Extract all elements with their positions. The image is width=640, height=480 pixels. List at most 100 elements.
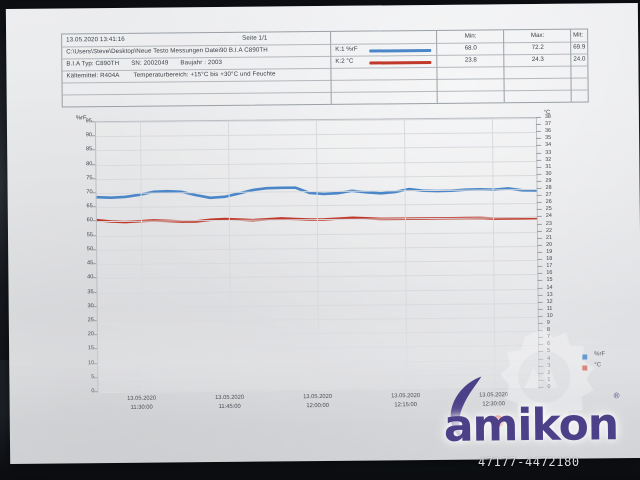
x-tick-date: 13.05.2020 [127, 395, 157, 402]
y-right-tick-label: 4 [547, 355, 551, 362]
y-right-tick-label: 7 [546, 334, 551, 341]
series-lines [96, 118, 539, 392]
file-path-text: C:\Users\Steve\Desktop\Neue Testo Messun… [66, 46, 268, 56]
x-axis-tick-label: 13.05.2020 11:30:00 [127, 395, 156, 412]
x-axis-timestamps: 13.05.2020 11:30:00 13.05.2020 11:45:00 13.0… [98, 391, 538, 425]
chart-legend: %rF °C [582, 351, 640, 374]
y-right-tick [537, 308, 543, 310]
y-right-tick [537, 315, 543, 317]
device-serial: SN: 2002049 [131, 59, 169, 67]
printed-report-sheet: 13.05.2020 13:41:16 Seite 1/1 C:\Users\S… [5, 2, 640, 465]
y-right-tick [536, 230, 542, 232]
x-tick-time: 12:15:00 [394, 401, 417, 408]
y-right-tick [538, 344, 544, 346]
y-right-tick-label: 30 [545, 170, 552, 177]
header-info-block: 13.05.2020 13:41:16 Seite 1/1 C:\Users\S… [62, 31, 332, 107]
registered-trademark-symbol: ® [613, 391, 620, 401]
min-column-header: Min: [464, 32, 477, 40]
y-right-tick-label: 24 [545, 213, 552, 220]
y-right-tick-label: 14 [546, 284, 553, 291]
legend-item: %rF [582, 351, 640, 363]
legend-label: °C [594, 362, 602, 369]
y-right-tick-label: 15 [546, 277, 553, 284]
x-tick-time: 12:00:00 [306, 402, 329, 409]
y-right-tick-label: 10 [546, 312, 553, 319]
device-info-line: B.I.A Typ: C890TH SN: 2002049 Baujahr : 20… [66, 59, 222, 67]
y-right-tick [536, 145, 542, 147]
legend-label: %rF [594, 351, 606, 358]
stats-column-min: Min: 68.0 23.8 [436, 30, 505, 103]
mit-row-5 [572, 89, 589, 101]
series-2-line-swatch [369, 60, 432, 65]
y-right-tick [536, 180, 542, 182]
y-right-tick-label: 8 [546, 326, 550, 334]
y-right-tick [538, 372, 544, 374]
y-right-tick [538, 379, 544, 381]
x-tick-date: 13.05.2020 [479, 392, 509, 399]
series-line-c [97, 216, 537, 222]
y-right-tick-label: 6 [547, 341, 551, 348]
header-series-names: K:1 %rF K:2 °C [331, 30, 437, 104]
x-axis-tick-label: 13.05.2020 12:00:00 [303, 393, 332, 410]
y-right-tick-label: 31 [545, 163, 552, 170]
y-right-tick-label: 25 [545, 206, 552, 213]
y-right-tick [538, 351, 544, 353]
y-right-tick-label: 3 [547, 362, 551, 369]
y-right-tick [537, 237, 543, 239]
y-right-tick-label: 37 [544, 120, 551, 127]
series-1-name: K:1 %rF [335, 45, 358, 53]
y-right-tick [537, 258, 543, 261]
series-2-min: 23.8 [464, 56, 477, 64]
y-right-tick-label: 5 [547, 348, 551, 355]
y-right-tick [537, 251, 543, 253]
series-2-name: K:2 °C [335, 57, 354, 65]
y-right-tick-label: 28 [545, 184, 552, 191]
device-year: Baujahr : 2003 [180, 58, 223, 67]
page-indicator: Seite 1/1 [242, 34, 268, 42]
y-right-tick [536, 195, 542, 197]
x-axis-tick-label: 13.05.2020 12:15:00 [391, 392, 420, 409]
series-1-max: 72.2 [531, 43, 544, 51]
x-tick-time: 11:45:00 [218, 403, 241, 410]
y-right-tick-label: 13 [546, 291, 553, 298]
y-right-tick-label: 2 [547, 369, 551, 376]
min-row-5 [438, 90, 505, 103]
y-right-tick-label: 16 [546, 270, 553, 277]
refrigerant-value: Kältemittel: R404A [66, 71, 120, 80]
y-right-tick-label: 36 [544, 128, 552, 135]
y-right-tick [537, 287, 543, 289]
y-right-tick-label: 20 [546, 241, 553, 248]
series-2-max: 24.3 [531, 55, 544, 63]
series-line-rf [97, 185, 537, 199]
y-right-tick [536, 138, 542, 140]
y-right-tick [536, 202, 542, 204]
report-datetime: 13.05.2020 13:41:16 [66, 35, 125, 44]
y-right-tick-label: 29 [545, 177, 552, 184]
y-right-tick-label: 11 [546, 305, 553, 312]
y-axis-right-temperature: °C 38 37 36 35 34 33 32 31 30 29 28 27 26 25 24 23 22 21 2… [535, 109, 579, 395]
y-right-tick [537, 294, 543, 296]
x-tick-date: 13.05.2020 [391, 393, 421, 400]
y-right-tick-label: 9 [546, 319, 550, 326]
y-right-tick [535, 116, 541, 118]
y-right-tick-label: 18 [546, 255, 553, 262]
y-right-tick [536, 166, 542, 168]
x-tick-time: 11:30:00 [130, 404, 153, 411]
y-right-tick-label: 38 [544, 113, 551, 120]
stats-column-mean: Mit: 69.9 24.0 [570, 29, 589, 102]
y-right-tick [537, 330, 543, 332]
y-right-tick [537, 273, 543, 275]
y-right-tick [536, 173, 542, 175]
y-right-tick [538, 358, 544, 360]
temperature-range: Temperaturbereich: +15°C bis +30°C und F… [133, 70, 276, 79]
y-right-tick [538, 365, 544, 367]
device-type: B.I.A Typ: C890TH [66, 59, 120, 68]
y-right-tick-label: 0 [547, 383, 551, 390]
y-right-tick [536, 209, 542, 211]
inventory-code: 47177-4472180 [478, 455, 580, 469]
y-right-tick-label: 22 [545, 227, 553, 234]
y-right-tick [536, 223, 542, 225]
y-right-tick-label: 32 [545, 156, 552, 163]
y-right-tick-label: 35 [545, 135, 552, 142]
max-column-header: Max: [530, 31, 545, 40]
